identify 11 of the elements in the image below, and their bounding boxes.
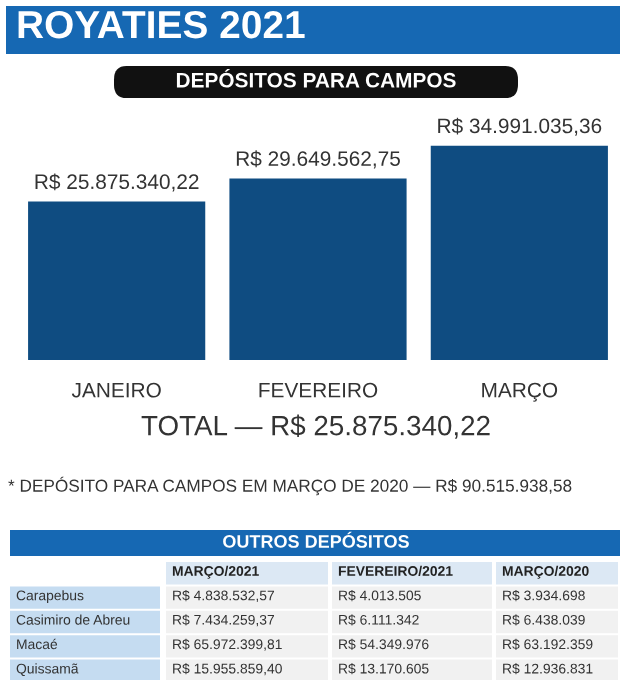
data-label: R$ 34.991.035,36 <box>438 117 602 136</box>
chart-title: ROYATIES 2021 <box>18 10 305 39</box>
text: * DEPÓSITO PARA CAMPOS EM MARÇO DE 2020 — R$ 90.515.938,58 <box>8 476 572 496</box>
data-label: R$ 25.875.340,22 <box>35 173 199 192</box>
text: TOTAL — R$ 25.875.340,22 <box>141 414 490 439</box>
chart-subtitle: DEPÓSITOS PARA CAMPOS <box>176 68 456 88</box>
data-label: R$ 29.649.562,75 <box>236 150 400 169</box>
x-tick-label: JANEIRO <box>71 382 161 398</box>
x-tick-label: FEVEREIRO <box>259 382 378 398</box>
x-tick-label: MARÇO <box>482 382 558 402</box>
text: OUTROS DEPÓSITOS <box>223 531 409 548</box>
